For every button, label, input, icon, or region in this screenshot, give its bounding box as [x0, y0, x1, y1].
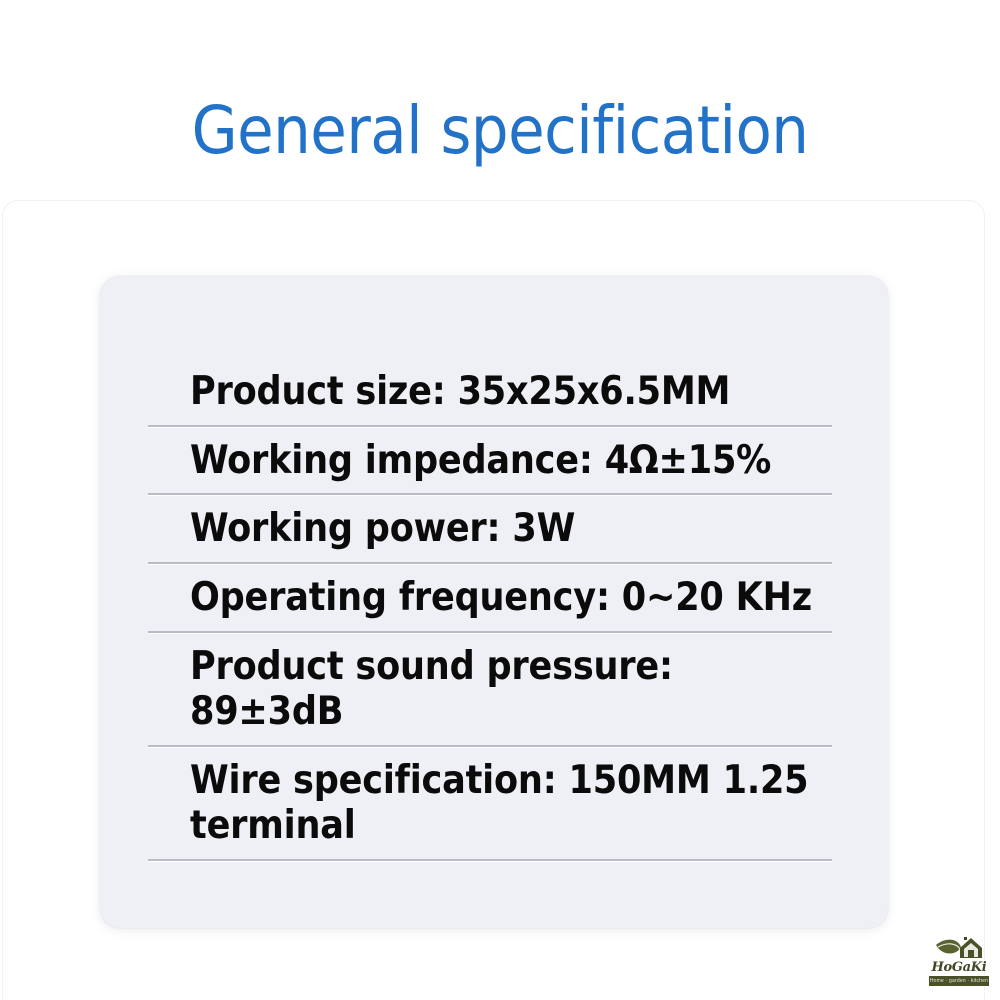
- list-item: Operating frequency: 0~20 KHz: [148, 564, 832, 633]
- watermark-logo: HoGaKi Home · garden · kitchen: [928, 936, 990, 988]
- watermark-tagline: Home · garden · kitchen: [929, 976, 989, 986]
- watermark-brand: HoGaKi: [931, 960, 987, 975]
- spec-row-wire-specification: Wire specification: 150MM 1.25 terminal: [190, 757, 809, 849]
- spec-row-operating-frequency: Operating frequency: 0~20 KHz: [190, 574, 813, 620]
- specification-card: Product size: 35x25x6.5MM Working impeda…: [100, 276, 888, 928]
- list-item: Working impedance: 4Ω±15%: [148, 427, 832, 496]
- spec-row-sound-pressure: Product sound pressure: 89±3dB: [190, 643, 673, 735]
- list-item: Product size: 35x25x6.5MM: [148, 358, 832, 427]
- outer-panel: [2, 200, 985, 1000]
- spec-row-working-impedance: Working impedance: 4Ω±15%: [190, 437, 772, 483]
- spec-row-product-size: Product size: 35x25x6.5MM: [190, 369, 731, 414]
- list-item: Working power: 3W: [148, 495, 832, 564]
- spec-row-working-power: Working power: 3W: [190, 506, 576, 552]
- list-item: Product sound pressure: 89±3dB: [148, 633, 832, 747]
- page-title: General specification: [191, 92, 809, 169]
- list-item: Wire specification: 150MM 1.25 terminal: [148, 747, 832, 861]
- leaf-house-icon: [934, 936, 984, 962]
- specification-list: Product size: 35x25x6.5MM Working impeda…: [148, 358, 832, 861]
